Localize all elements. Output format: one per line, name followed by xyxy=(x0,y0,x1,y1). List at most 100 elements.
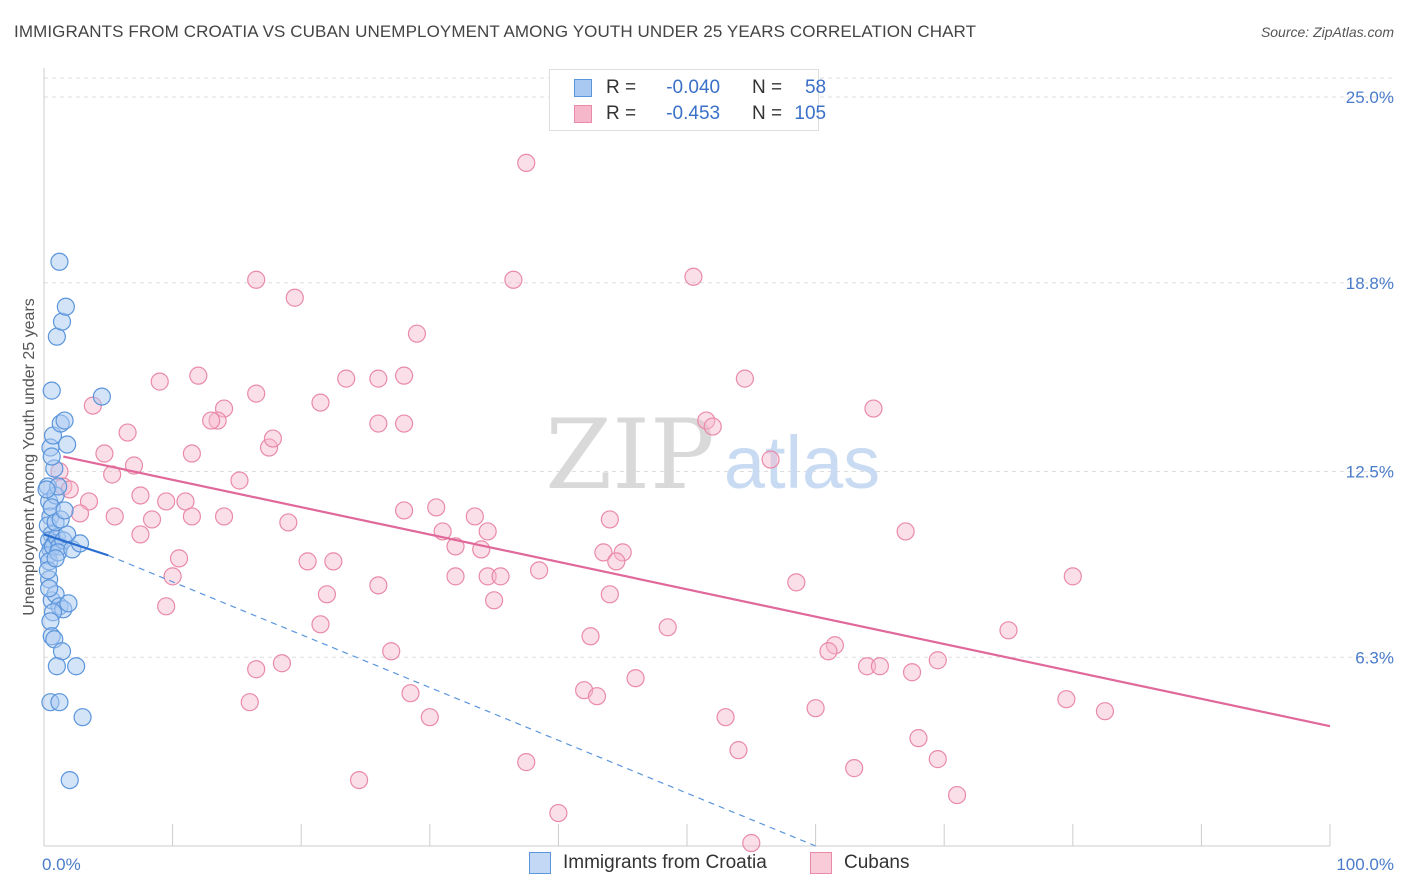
data-point-cubans xyxy=(189,366,208,385)
data-point-cubans xyxy=(369,369,388,388)
data-point-cubans xyxy=(70,504,90,523)
series-label-croatia: Immigrants from Croatia xyxy=(563,852,767,873)
data-point-cubans xyxy=(517,753,536,772)
legend-row-croatia: R = -0.040 N = 58 xyxy=(574,76,826,100)
data-point-cubans xyxy=(729,741,748,760)
data-point-croatia xyxy=(42,447,61,466)
data-point-croatia xyxy=(50,252,69,271)
data-point-croatia xyxy=(60,770,79,790)
data-point-cubans xyxy=(247,660,266,679)
data-point-cubans xyxy=(259,438,279,457)
data-point-cubans xyxy=(485,591,504,610)
data-point-cubans xyxy=(311,615,330,634)
legend-n-label: N = xyxy=(752,77,783,98)
data-point-cubans xyxy=(928,651,947,670)
data-point-cubans xyxy=(169,549,189,568)
y-tick-label: 12.5% xyxy=(1346,463,1394,482)
data-point-cubans xyxy=(504,270,523,289)
series-legend: Immigrants from Croatia Cubans xyxy=(0,852,1406,878)
data-point-cubans xyxy=(819,642,838,661)
data-point-cubans xyxy=(131,525,150,544)
x-tick-label: 0.0% xyxy=(42,855,81,874)
data-point-cubans xyxy=(446,567,465,586)
data-point-croatia xyxy=(37,480,56,499)
data-point-cubans xyxy=(947,785,967,805)
data-point-croatia xyxy=(55,411,74,430)
data-point-cubans xyxy=(684,267,703,286)
y-tick-label: 25.0% xyxy=(1346,88,1394,107)
data-point-cubans xyxy=(478,567,497,586)
data-point-croatia xyxy=(56,297,75,316)
data-point-cubans xyxy=(298,552,317,571)
legend-n-value-cubans: 105 xyxy=(794,103,827,124)
data-point-croatia xyxy=(40,579,59,598)
watermark-zip: ZIP xyxy=(545,399,714,511)
data-point-cubans xyxy=(1063,567,1082,586)
source-credit: Source: ZipAtlas.com xyxy=(1260,24,1394,40)
data-point-croatia xyxy=(58,435,77,454)
data-point-cubans xyxy=(896,522,915,541)
data-point-croatia xyxy=(92,387,111,406)
data-point-cubans xyxy=(600,585,619,604)
data-point-cubans xyxy=(157,492,176,511)
data-point-cubans xyxy=(1057,690,1076,709)
data-point-cubans xyxy=(382,642,401,661)
legend-swatch-cubans xyxy=(574,105,592,123)
data-point-cubans xyxy=(247,384,266,403)
data-point-cubans xyxy=(587,687,607,706)
data-point-cubans xyxy=(857,657,877,676)
data-point-cubans xyxy=(870,657,890,676)
data-point-cubans xyxy=(131,486,150,505)
y-tick-label: 6.3% xyxy=(1355,648,1394,667)
data-point-cubans xyxy=(806,699,825,718)
series-legend-cubans[interactable]: Cubans xyxy=(810,852,910,874)
data-point-cubans xyxy=(349,770,369,790)
data-point-cubans xyxy=(317,585,337,604)
series-swatch-cubans xyxy=(810,852,832,874)
data-point-cubans xyxy=(1095,702,1115,721)
data-point-croatia xyxy=(47,657,66,676)
data-point-cubans xyxy=(902,663,922,682)
data-point-cubans xyxy=(105,507,124,526)
data-point-cubans xyxy=(909,729,928,748)
data-point-cubans xyxy=(182,507,201,526)
legend-row-cubans: R = -0.453 N = 105 xyxy=(574,102,826,126)
y-tick-label: 18.8% xyxy=(1346,274,1394,293)
data-point-cubans xyxy=(787,573,806,592)
data-point-cubans xyxy=(263,429,283,448)
data-point-cubans xyxy=(928,750,947,769)
data-point-cubans xyxy=(182,444,201,463)
data-point-cubans xyxy=(118,423,137,442)
trend-line-croatia-extension xyxy=(108,554,816,847)
data-point-cubans xyxy=(369,576,388,595)
data-point-cubans xyxy=(742,833,761,853)
data-point-cubans xyxy=(394,501,414,520)
data-point-cubans xyxy=(157,597,176,616)
data-point-cubans xyxy=(247,270,266,289)
legend-swatch-croatia xyxy=(574,79,592,97)
data-point-croatia xyxy=(59,594,78,613)
data-point-cubans xyxy=(703,417,722,436)
data-point-cubans xyxy=(600,510,619,529)
data-point-croatia xyxy=(55,501,74,520)
data-point-cubans xyxy=(163,567,182,586)
data-point-cubans xyxy=(208,411,227,430)
data-point-croatia xyxy=(67,657,86,676)
data-point-croatia xyxy=(41,612,60,631)
data-point-cubans xyxy=(324,552,343,571)
data-point-cubans xyxy=(230,471,249,490)
data-point-cubans xyxy=(394,366,414,385)
data-point-cubans xyxy=(285,288,304,307)
data-point-cubans xyxy=(594,543,613,562)
trend-line-croatia xyxy=(43,533,109,557)
trend-line-cubans xyxy=(63,455,1331,728)
data-point-cubans xyxy=(999,621,1018,640)
data-point-cubans xyxy=(337,369,356,388)
data-point-cubans xyxy=(142,510,162,529)
legend-r-value-croatia: -0.040 xyxy=(666,77,721,98)
legend-n-label: N = xyxy=(752,103,783,124)
legend-r-label: R = xyxy=(606,103,637,124)
series-legend-croatia[interactable]: Immigrants from Croatia xyxy=(529,852,767,874)
data-point-cubans xyxy=(735,369,754,388)
croatia-points xyxy=(37,252,111,790)
